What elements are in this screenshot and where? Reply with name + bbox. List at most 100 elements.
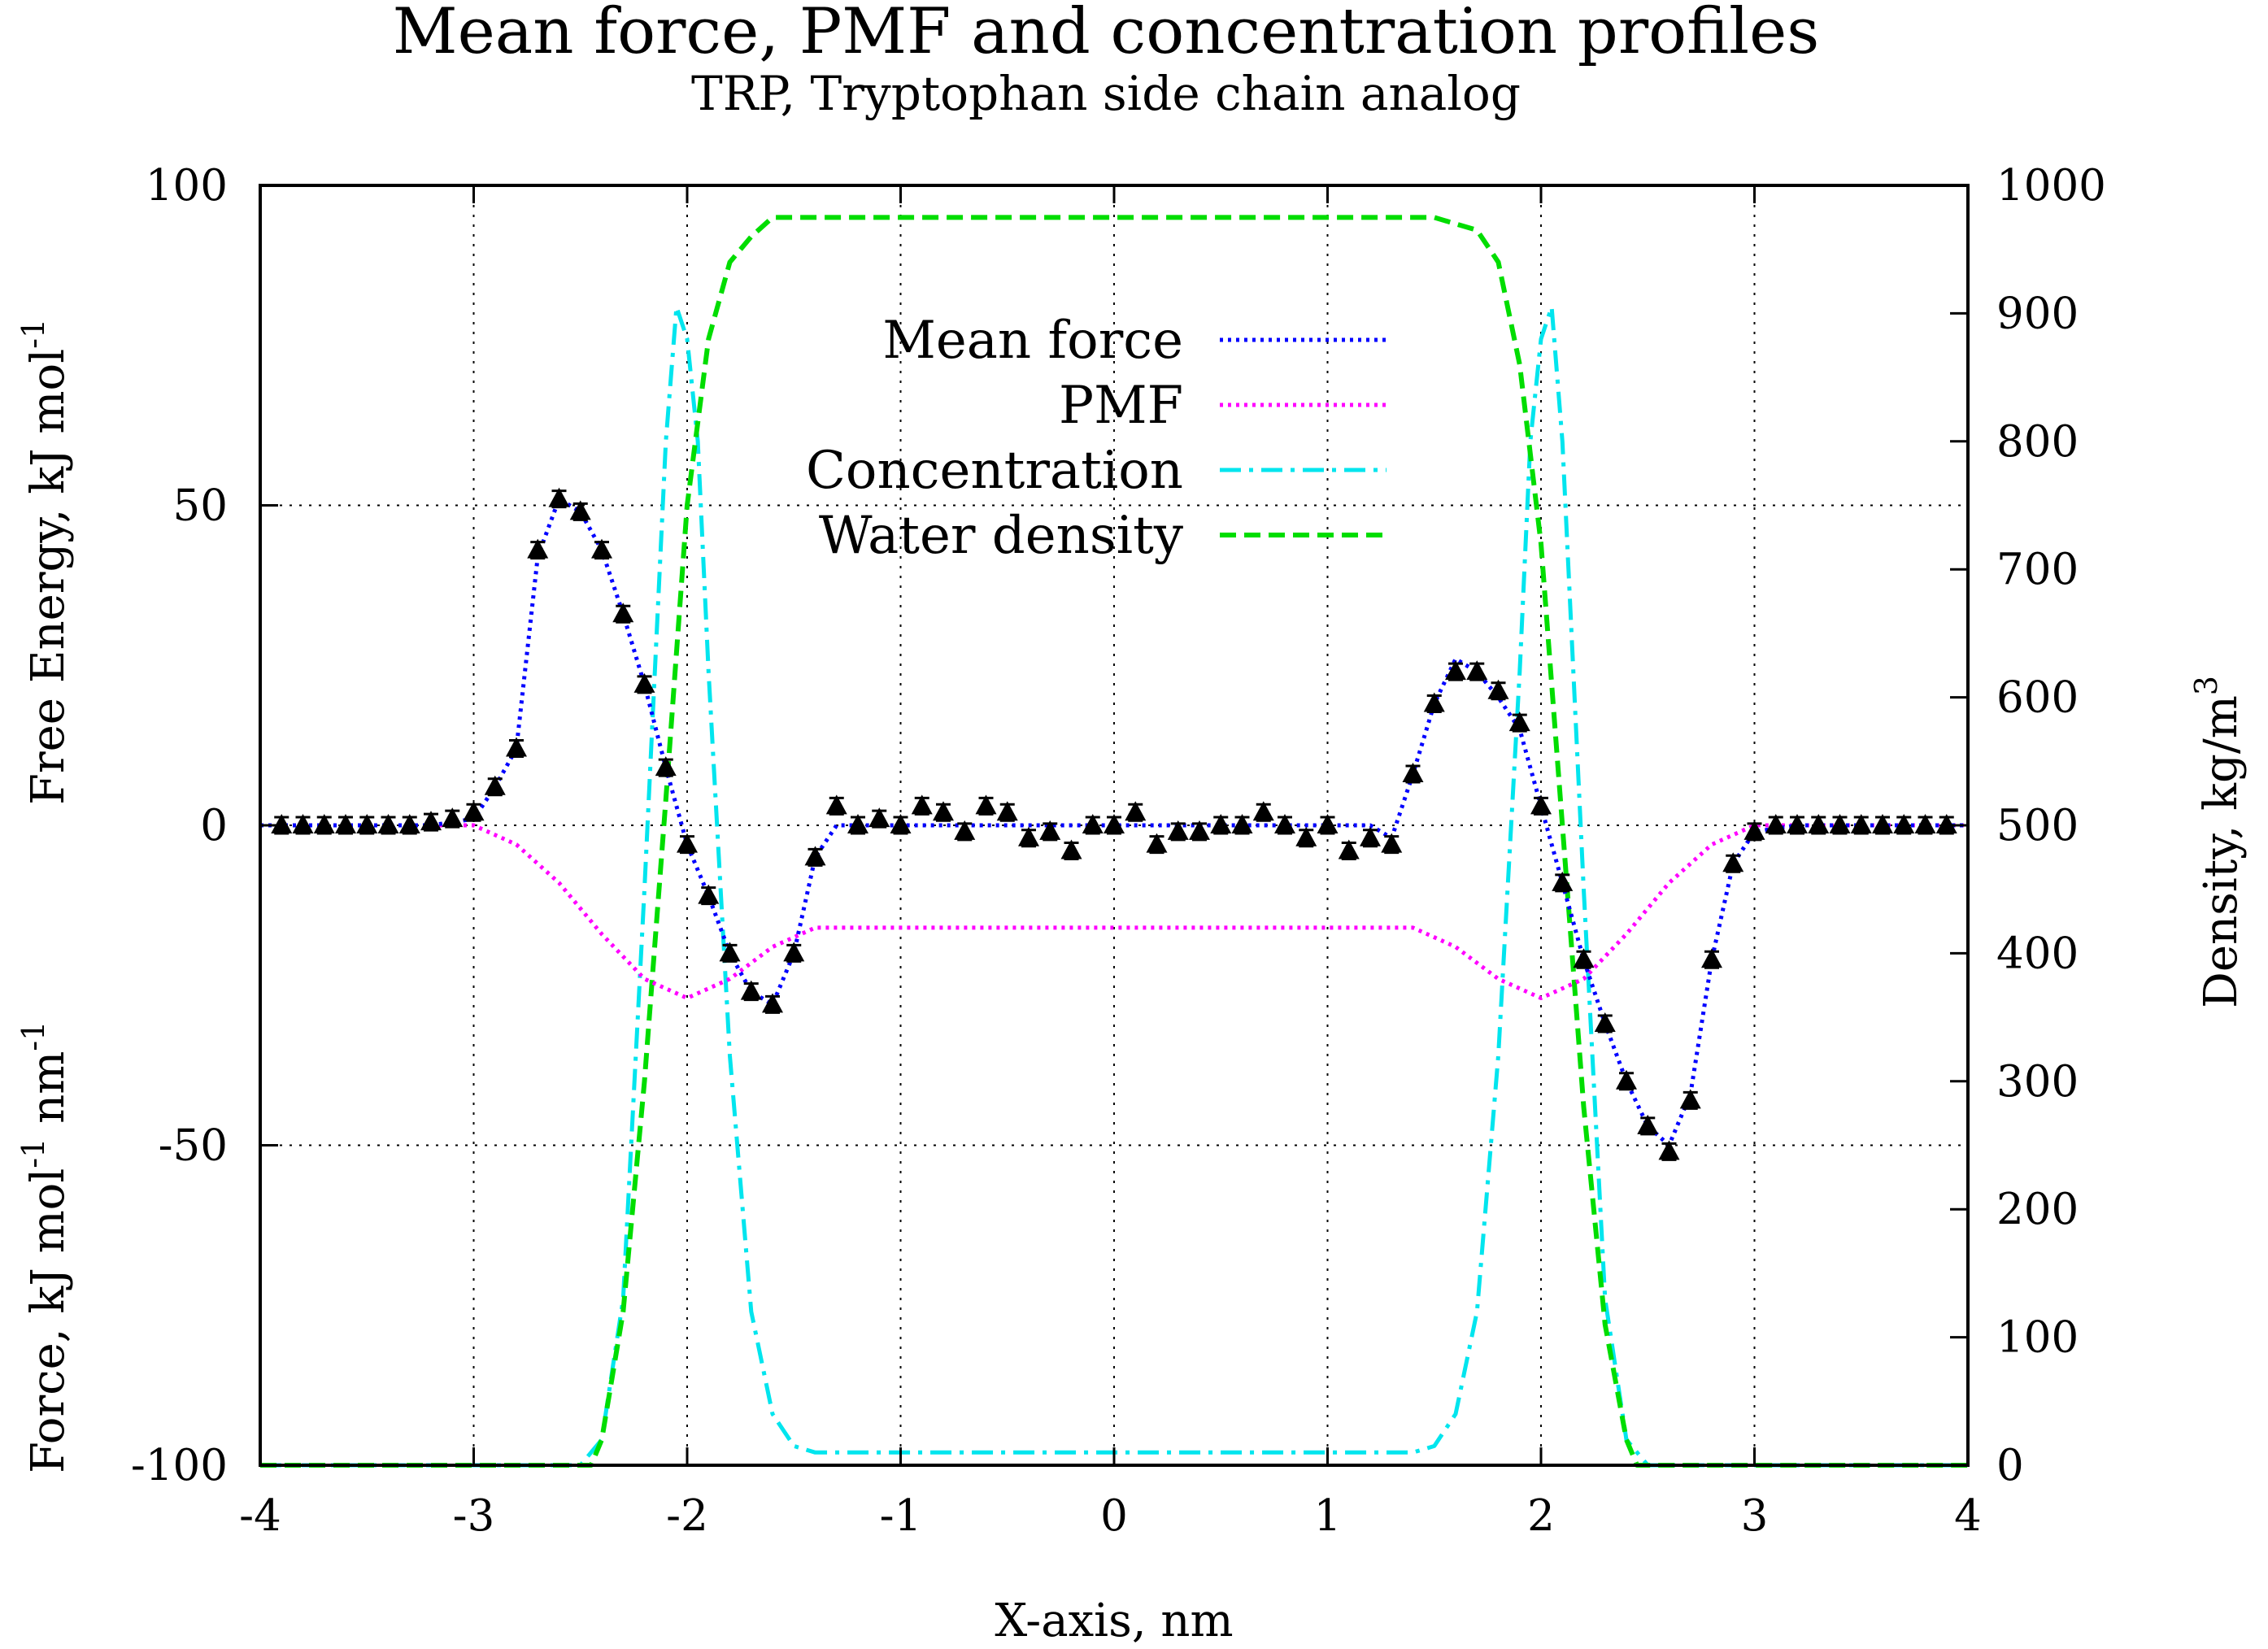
point-marker [1167,820,1189,840]
data-point [1125,801,1147,822]
point-marker [335,814,356,833]
legend-label: PMF [1059,376,1183,436]
grid-lines [260,185,1968,1465]
point-marker [1125,801,1147,821]
data-point [271,814,293,835]
y-axis-label-right: Density, kg/m3 [2188,676,2248,1008]
data-point [527,538,549,560]
point-marker [506,737,527,757]
density-label-prefix: Density, kg/m [2195,695,2248,1008]
point-marker [1765,814,1787,833]
data-point [847,814,868,835]
data-point [1423,692,1445,713]
data-point [740,980,762,1002]
data-point [698,884,720,906]
point-marker [633,672,655,693]
point-marker [954,820,976,840]
y-right-tick-label: 100 [1996,1313,2079,1363]
point-marker [804,846,826,866]
point-marker [1445,660,1466,681]
point-marker [1914,814,1936,833]
point-marker [569,500,591,520]
point-marker [420,811,442,831]
point-marker [271,814,293,833]
data-point [1252,801,1274,822]
data-point [591,538,612,560]
point-marker [825,794,847,815]
data-point [975,794,997,816]
y-left-tick-label: 100 [146,161,228,211]
point-marker [1402,763,1424,783]
point-marker [1637,1114,1659,1134]
point-marker [1360,826,1381,846]
y-left-tick-label: 0 [200,801,228,851]
x-tick-label: -3 [453,1491,495,1541]
data-point [1573,948,1595,969]
point-marker [1829,814,1851,833]
y-left-tick-label: -50 [159,1121,228,1171]
data-point [548,487,570,509]
data-point [677,833,698,855]
point-marker [1060,839,1082,859]
point-marker [1679,1089,1701,1109]
y-right-tick-label: 300 [1996,1057,2079,1107]
point-marker [1573,948,1595,968]
point-marker [1317,814,1339,833]
data-point [1743,820,1765,842]
x-tick-label: -4 [239,1491,281,1541]
point-marker [996,801,1018,821]
left-axis-ticks: -100 -50 0 50 100 [131,161,278,1490]
y-right-tick-label: 600 [1996,673,2079,723]
y-right-tick-label: 200 [1996,1185,2079,1234]
point-marker [719,942,741,962]
data-point [335,814,356,835]
density-label-exp: 3 [2188,676,2224,695]
y-right-tick-label: 0 [1996,1441,2024,1490]
point-marker [677,833,698,853]
y-right-tick-label: 900 [1996,289,2079,338]
data-point [1787,814,1808,835]
data-point [825,794,847,816]
point-marker [975,794,997,815]
y-right-tick-label: 1000 [1996,161,2106,211]
y-left-tick-label: 50 [173,481,228,531]
data-point [1082,814,1104,835]
data-point [1381,833,1403,855]
right-axis-ticks: 0 100 200 300 400 500 600 700 800 900 1000 [1950,161,2106,1490]
data-point [484,775,506,797]
data-point [1146,833,1168,855]
data-point [1637,1114,1659,1136]
point-marker [1872,814,1893,833]
data-point [292,814,314,835]
y-right-tick-label: 800 [1996,417,2079,467]
data-point [612,603,634,624]
point-marker [1252,801,1274,821]
data-point [1466,660,1488,681]
data-point [1060,839,1082,860]
data-point [442,807,464,829]
data-point [1487,679,1509,701]
point-marker [1082,814,1104,833]
data-point [1701,948,1722,969]
point-marker [1039,820,1061,840]
x-tick-label: 1 [1314,1491,1342,1541]
x-tick-label: 2 [1527,1491,1555,1541]
data-point [655,756,677,777]
y-axis-label-energy: Free Energy, kJ mol-1 [15,319,75,805]
data-point [954,820,976,842]
point-marker [783,942,805,962]
point-marker [1552,871,1574,891]
point-marker [890,814,912,833]
data-point [1829,814,1851,835]
data-point [1722,852,1744,873]
data-point [911,794,933,816]
point-marker [762,993,783,1013]
point-marker [591,538,612,559]
point-marker [1722,852,1744,872]
point-marker [1018,826,1039,846]
y-axis-label-force: Force, kJ mol-1 nm-1 [15,1021,75,1473]
data-point [1808,814,1830,835]
data-point [933,801,954,822]
chart-title: Mean force, PMF and concentration profil… [393,0,1820,68]
